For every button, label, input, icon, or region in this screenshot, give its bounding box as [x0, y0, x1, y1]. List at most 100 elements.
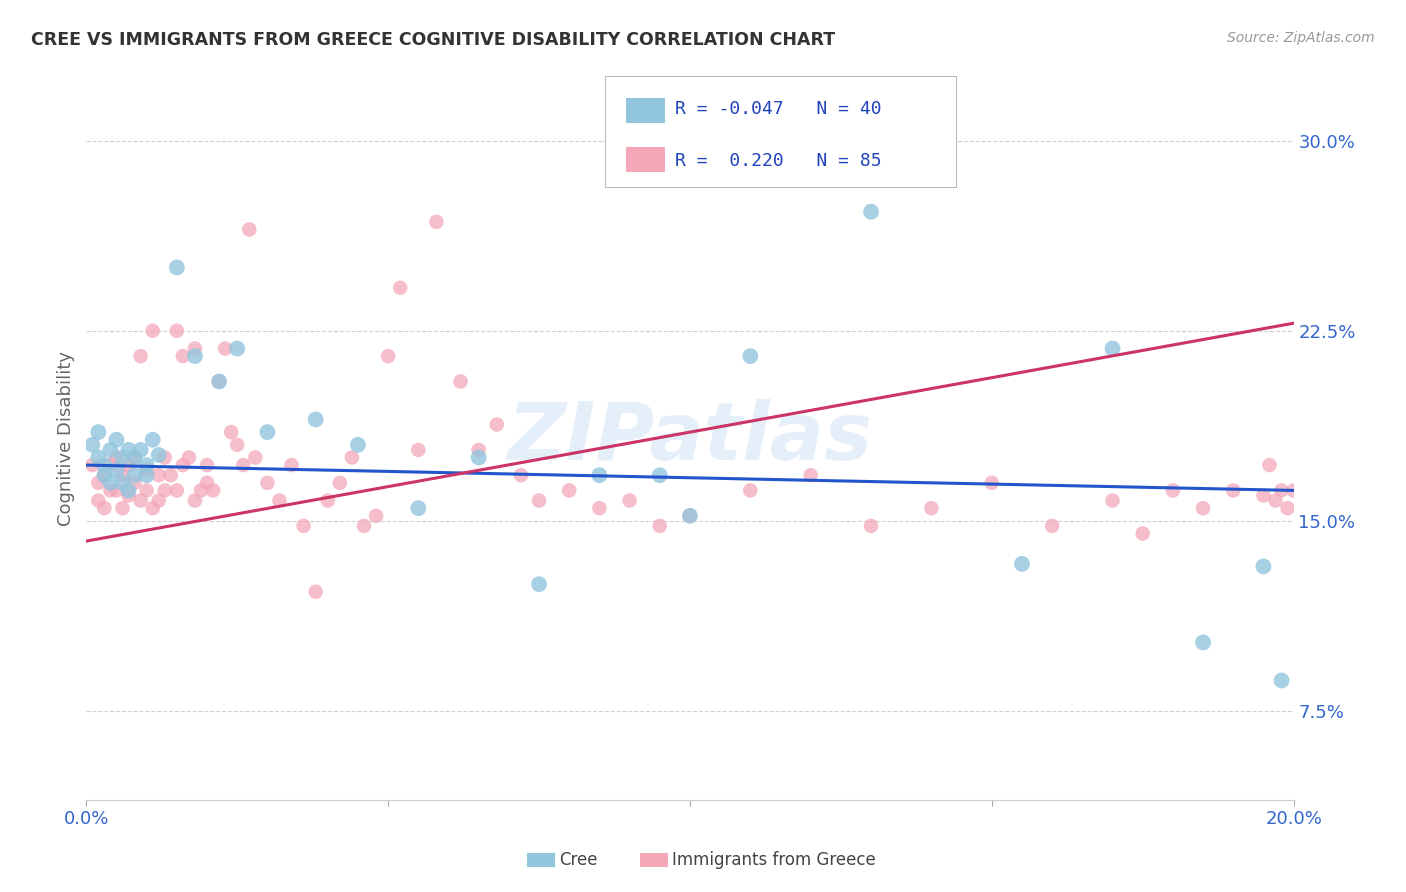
Point [148, 468, 170, 483]
Point [740, 483, 762, 498]
Point [467, 450, 489, 465]
Point [269, 493, 291, 508]
Point [105, 450, 128, 465]
Point [425, 215, 447, 229]
Point [87, 493, 110, 508]
Point [195, 458, 218, 472]
Point [105, 463, 128, 477]
Point [142, 433, 165, 447]
Point [1011, 557, 1033, 571]
Point [1132, 526, 1154, 541]
Point [740, 349, 762, 363]
Point [340, 450, 363, 465]
Point [153, 450, 176, 465]
Point [648, 468, 671, 483]
Point [100, 483, 122, 498]
Point [510, 468, 533, 483]
Point [100, 442, 122, 457]
Point [450, 375, 472, 389]
Point [148, 448, 170, 462]
Point [214, 342, 236, 356]
Point [135, 463, 157, 477]
Point [280, 458, 302, 472]
Point [142, 324, 165, 338]
Point [105, 483, 128, 498]
Point [800, 468, 823, 483]
Point [232, 458, 254, 472]
Point [142, 501, 165, 516]
Point [87, 475, 110, 490]
Point [153, 483, 176, 498]
Point [1277, 501, 1299, 516]
Point [111, 475, 134, 490]
Text: Cree: Cree [560, 851, 598, 869]
Point [100, 458, 122, 472]
Point [1282, 483, 1305, 498]
Point [100, 475, 122, 490]
Point [111, 468, 134, 483]
Point [111, 450, 134, 465]
Point [111, 501, 134, 516]
Point [588, 468, 610, 483]
Point [159, 468, 181, 483]
Text: Immigrants from Greece: Immigrants from Greece [672, 851, 876, 869]
Point [389, 281, 412, 295]
Point [166, 260, 188, 275]
Point [129, 493, 152, 508]
Point [124, 450, 146, 465]
Point [135, 483, 157, 498]
Point [305, 584, 328, 599]
Point [292, 519, 315, 533]
Point [364, 508, 387, 523]
Point [485, 417, 508, 432]
Point [226, 342, 249, 356]
Point [1270, 483, 1292, 498]
Point [93, 458, 115, 472]
Point [177, 450, 200, 465]
Point [129, 349, 152, 363]
Point [195, 475, 218, 490]
Point [184, 342, 207, 356]
Point [467, 442, 489, 457]
Text: R = -0.047   N = 40: R = -0.047 N = 40 [675, 100, 882, 118]
Point [329, 475, 352, 490]
Point [1270, 673, 1292, 688]
Point [408, 442, 430, 457]
Point [1161, 483, 1184, 498]
Text: CREE VS IMMIGRANTS FROM GREECE COGNITIVE DISABILITY CORRELATION CHART: CREE VS IMMIGRANTS FROM GREECE COGNITIVE… [31, 31, 835, 49]
Point [117, 483, 139, 498]
Point [1258, 458, 1281, 472]
Point [148, 493, 170, 508]
Point [860, 204, 883, 219]
Point [117, 458, 139, 472]
Point [305, 412, 328, 426]
Text: R =  0.220   N = 85: R = 0.220 N = 85 [675, 152, 882, 169]
Point [87, 425, 110, 439]
Point [208, 375, 231, 389]
Point [219, 425, 242, 439]
Point [256, 425, 278, 439]
Point [172, 349, 194, 363]
Point [353, 519, 375, 533]
Point [202, 483, 225, 498]
Point [129, 442, 152, 457]
Point [527, 577, 550, 591]
Point [316, 493, 339, 508]
Point [558, 483, 581, 498]
Point [527, 493, 550, 508]
Point [1101, 342, 1123, 356]
Point [588, 501, 610, 516]
Point [377, 349, 399, 363]
Point [124, 450, 146, 465]
Y-axis label: Cognitive Disability: Cognitive Disability [58, 351, 75, 526]
Point [190, 483, 212, 498]
Point [619, 493, 641, 508]
Point [87, 450, 110, 465]
Point [172, 458, 194, 472]
Point [679, 508, 702, 523]
Point [1264, 493, 1286, 508]
Point [1192, 635, 1215, 649]
Point [166, 324, 188, 338]
Point [166, 483, 188, 498]
Point [117, 442, 139, 457]
